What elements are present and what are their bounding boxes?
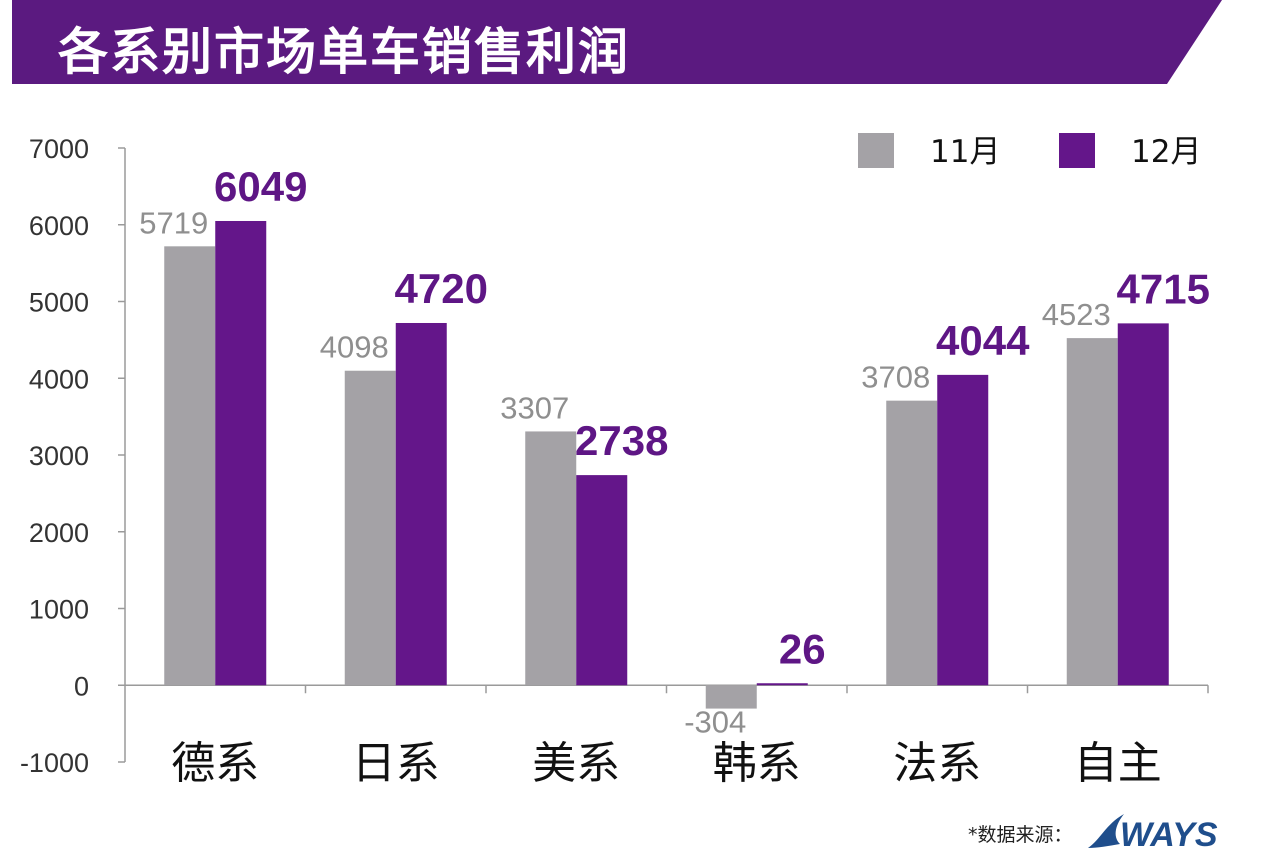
bar-11月 — [1066, 338, 1118, 686]
data-label-12月: 2738 — [575, 417, 668, 464]
source-label: *数据来源： — [968, 824, 1073, 846]
bar-12月 — [1117, 323, 1169, 686]
bar-11月 — [164, 246, 216, 686]
x-category-label: 自主 — [1074, 738, 1162, 789]
x-category-label: 德系 — [171, 738, 259, 789]
y-tick-label: 0 — [74, 671, 89, 701]
logo-text: WAYS — [1120, 816, 1218, 852]
x-category-label: 韩系 — [713, 738, 801, 789]
y-tick-label: -1000 — [20, 748, 89, 778]
data-label-11月: 4523 — [1042, 297, 1111, 332]
swoosh-icon — [1088, 814, 1124, 848]
title-banner — [12, 0, 1222, 84]
y-tick-label: 5000 — [29, 288, 89, 318]
bar-12月 — [937, 374, 989, 686]
bar-12月 — [215, 220, 267, 686]
bar-12月 — [756, 683, 808, 686]
bar-11月 — [886, 400, 938, 686]
bar-11月 — [344, 370, 396, 686]
legend-swatch — [858, 133, 894, 168]
data-label-12月: 4044 — [936, 317, 1030, 364]
bar-12月 — [576, 475, 628, 686]
bar-12月 — [395, 322, 447, 686]
y-tick-label: 3000 — [29, 441, 89, 471]
data-label-11月: 5719 — [139, 205, 208, 240]
data-label-12月: 6049 — [214, 163, 307, 210]
data-label-11月: 3307 — [500, 390, 569, 425]
data-label-12月: 4715 — [1117, 265, 1210, 312]
x-category-label: 美系 — [532, 738, 620, 789]
ways-logo: WAYS — [1088, 814, 1218, 852]
data-label-12月: 26 — [779, 625, 826, 672]
legend-swatch — [1059, 133, 1095, 168]
y-tick-label: 7000 — [29, 134, 89, 164]
chart-title: 各系别市场单车销售利润 — [58, 23, 630, 81]
y-tick-label: 1000 — [29, 595, 89, 625]
y-tick-label: 4000 — [29, 364, 89, 394]
bar-11月 — [705, 685, 757, 709]
data-label-11月: 3708 — [861, 360, 930, 395]
title-banner-shape — [12, 0, 1222, 84]
x-category-label: 日系 — [352, 738, 440, 789]
y-tick-label: 6000 — [29, 211, 89, 241]
legend-label: 12月 — [1131, 134, 1201, 170]
bar-11月 — [525, 431, 577, 686]
data-label-11月: -304 — [684, 705, 746, 740]
legend-label: 11月 — [930, 134, 1000, 170]
data-label-11月: 4098 — [320, 330, 389, 365]
x-category-label: 法系 — [893, 738, 981, 789]
data-label-12月: 4720 — [395, 265, 488, 312]
y-tick-label: 2000 — [29, 518, 89, 548]
